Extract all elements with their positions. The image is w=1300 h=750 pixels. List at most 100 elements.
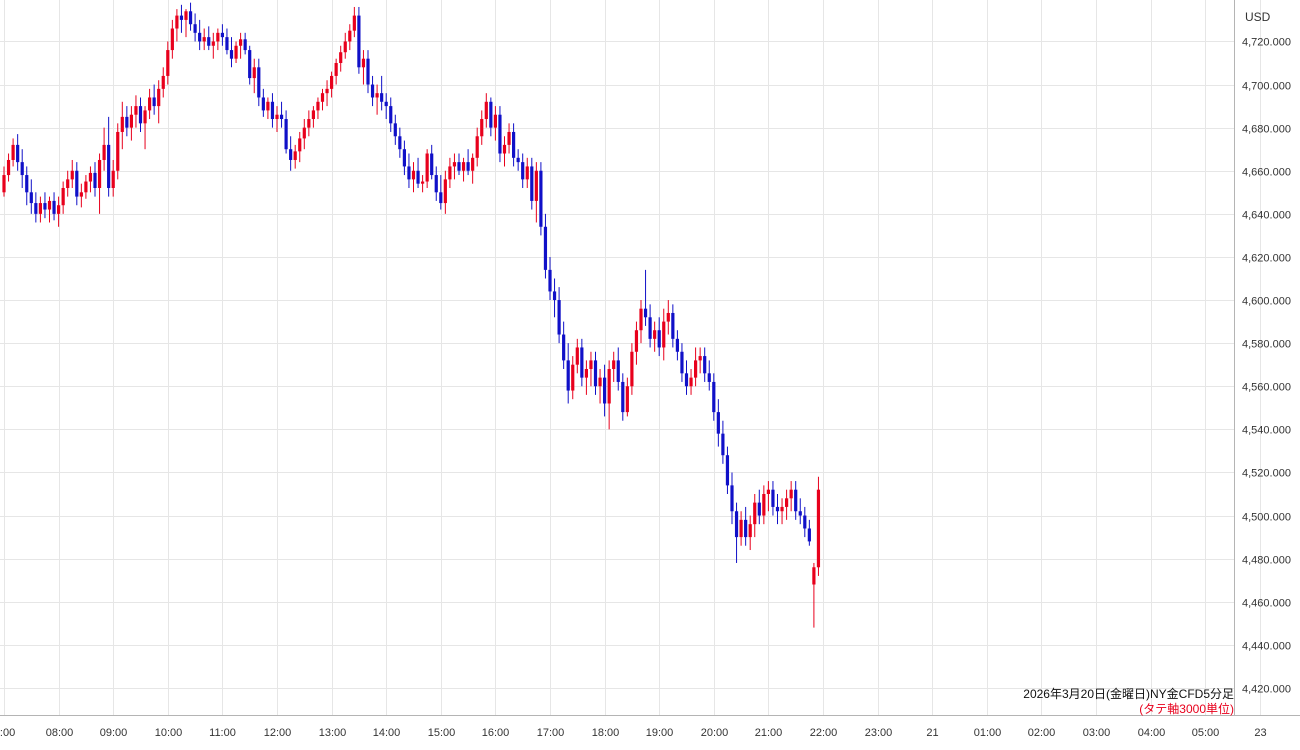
candle-body [480, 119, 484, 137]
candle-body [389, 106, 393, 124]
candle-body [293, 151, 297, 160]
candle-body [534, 170, 538, 201]
candle-body [148, 97, 152, 111]
candle-up [484, 93, 488, 128]
candle-body [530, 166, 534, 201]
candle-up [812, 562, 816, 628]
candle-body [289, 149, 293, 160]
candle-down [188, 2, 193, 31]
candle-body [34, 203, 38, 214]
candle-body [6, 159, 11, 176]
x-tick-label: 20:00 [701, 727, 729, 739]
candle-down [521, 153, 525, 188]
candle-body [684, 373, 689, 387]
candle-body [2, 175, 6, 193]
candle-body [461, 162, 466, 171]
candle-body [639, 308, 643, 331]
candle-body [307, 119, 311, 128]
candle-down [648, 304, 652, 348]
candle-down [757, 489, 761, 525]
x-tick-label: 05:00 [1192, 727, 1220, 739]
candle-body [411, 170, 416, 180]
candle-down [671, 304, 675, 348]
candle-up [571, 356, 575, 400]
candle-body [675, 338, 679, 352]
x-tick-label: 11:00 [209, 727, 236, 739]
candle-up [161, 67, 165, 98]
y-tick-label: 4,660.000 [1242, 167, 1291, 179]
candle-body [584, 369, 588, 378]
candle-body [762, 494, 766, 516]
candle-up [352, 6, 356, 38]
candle-up [148, 88, 152, 120]
candle-down [552, 278, 557, 318]
candle-body [539, 170, 543, 227]
candle-body [466, 162, 470, 171]
candle-body [225, 37, 229, 51]
candle-up [461, 157, 466, 182]
candle-body [789, 489, 793, 499]
candle-body [598, 377, 602, 387]
candle-up [38, 196, 42, 223]
candle-body [525, 166, 529, 180]
candle-down [498, 106, 502, 163]
candle-down [138, 97, 143, 132]
candle-up [239, 32, 243, 59]
candle-down [744, 506, 748, 546]
chart-scale-note: (タテ軸3000単位) [1139, 702, 1234, 716]
candle-body [643, 308, 648, 318]
candle-up [525, 157, 529, 188]
candle-body [375, 93, 379, 98]
candle-up [302, 119, 306, 150]
candle-down [712, 373, 716, 421]
candle-body [471, 157, 475, 171]
candle-body [97, 159, 102, 188]
candle-up [766, 481, 770, 512]
candle-down [198, 19, 202, 51]
candle-up [507, 123, 511, 154]
candle-body [621, 381, 625, 413]
candle-down [243, 32, 247, 55]
candle-body [261, 97, 265, 111]
candle-up [493, 106, 497, 141]
candle-up [316, 97, 320, 120]
candle-down [25, 166, 29, 206]
candle-body [284, 119, 288, 150]
candle-body [38, 203, 42, 214]
x-tick-label: 19:00 [646, 727, 674, 739]
candle-up [2, 166, 6, 197]
x-tick-label: 08:00 [46, 727, 74, 739]
candle-down [366, 50, 370, 94]
candle-body [721, 433, 725, 456]
candle-up [375, 84, 379, 115]
candle-up [298, 131, 302, 163]
candle-down [257, 58, 261, 107]
candle-up [575, 338, 579, 374]
candle-down [193, 13, 197, 42]
x-tick-label: 7:00 [0, 727, 15, 739]
candle-down [807, 519, 811, 546]
candle-body [521, 162, 525, 180]
candle-up [175, 9, 179, 42]
candle-up [584, 360, 588, 395]
candle-body [425, 153, 429, 182]
candle-up [61, 181, 65, 214]
candles [2, 2, 821, 628]
candle-body [398, 136, 402, 150]
candle-body [275, 114, 279, 120]
candle-body [407, 166, 411, 180]
candle-body [170, 28, 174, 51]
candle-down [489, 97, 493, 137]
candle-down [616, 347, 620, 391]
candle-up [293, 144, 297, 169]
candle-down [416, 157, 420, 188]
x-tick-label: 12:00 [264, 727, 292, 739]
candle-body [270, 101, 275, 120]
candle-down [707, 360, 711, 391]
candle-body [816, 489, 821, 568]
candle-down [52, 192, 56, 221]
candle-body [161, 75, 165, 89]
candle-body [207, 37, 211, 46]
